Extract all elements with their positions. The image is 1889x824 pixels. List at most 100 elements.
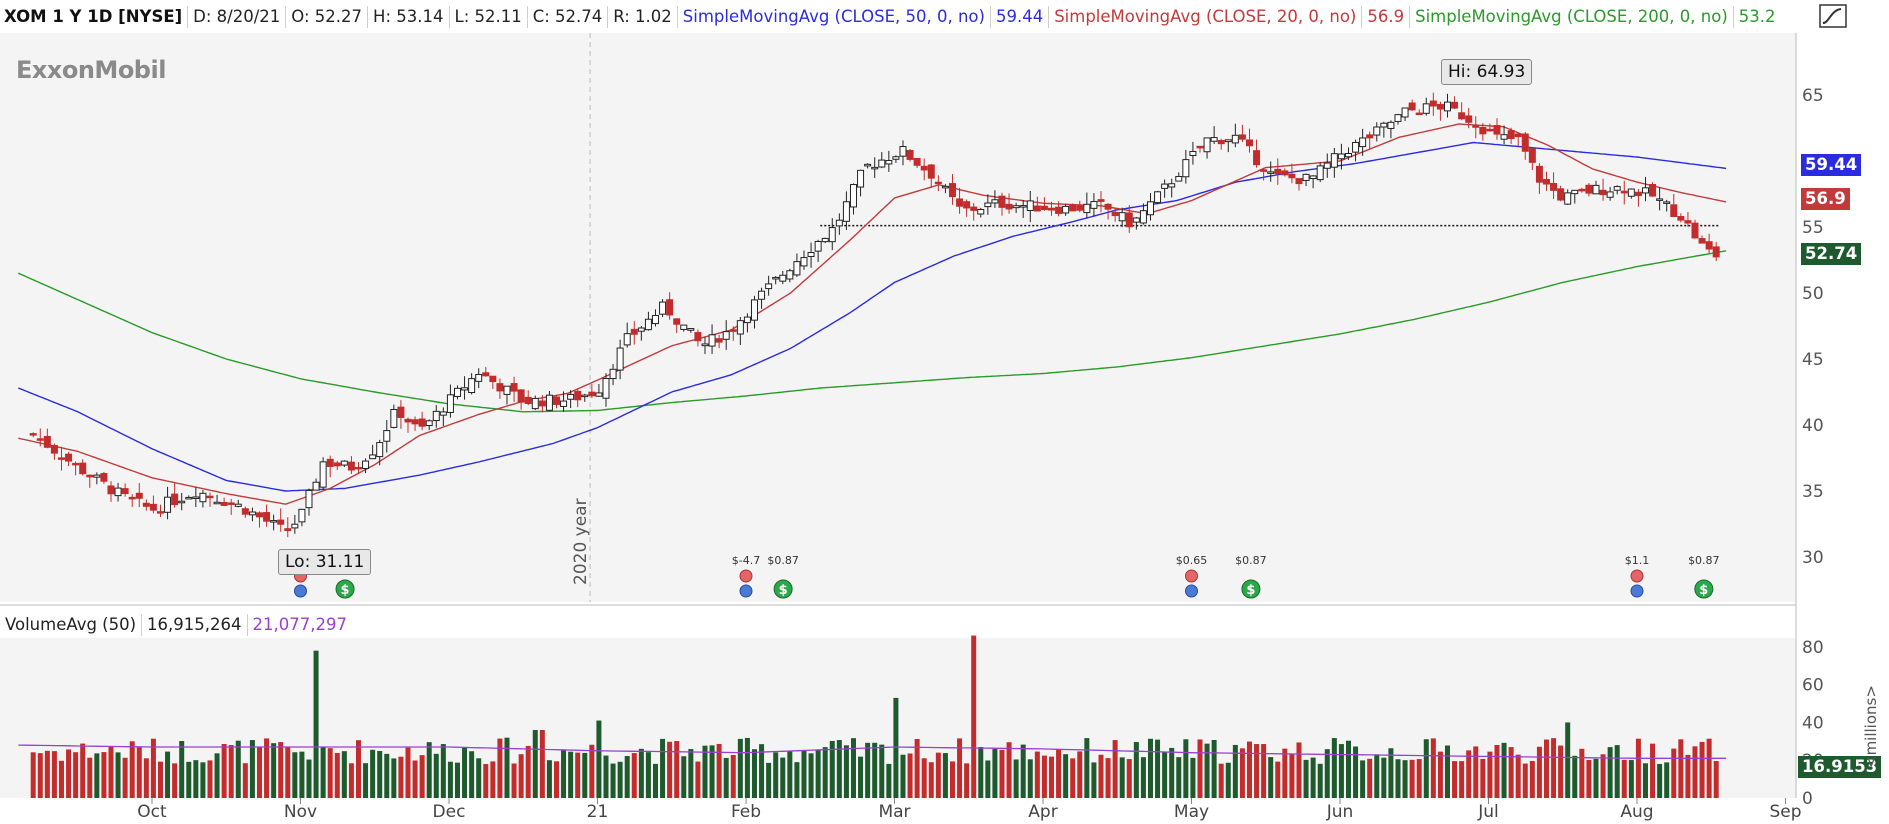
candle — [1161, 183, 1169, 189]
volume-bar — [582, 752, 588, 798]
candle — [1684, 220, 1692, 224]
candle — [970, 206, 978, 211]
candle — [1309, 175, 1317, 180]
volume-bar — [681, 756, 687, 798]
volume-bar — [539, 730, 545, 798]
candle — [651, 314, 659, 325]
volume-bar — [1664, 762, 1670, 798]
candle — [503, 385, 511, 395]
volume-bar — [1056, 749, 1062, 798]
company-logo-watermark: ExxonMobil — [16, 56, 166, 84]
candle — [1578, 188, 1586, 192]
volume-bar — [483, 763, 489, 798]
candle — [1168, 183, 1176, 188]
earnings-icon — [1185, 569, 1198, 583]
candle — [595, 392, 603, 397]
volume-bar — [1430, 738, 1436, 798]
volume-bar — [964, 763, 970, 798]
volume-bar — [94, 753, 100, 798]
candle — [588, 391, 596, 397]
volume-bar — [200, 762, 206, 798]
ma200-label[interactable]: SimpleMovingAvg (CLOSE, 200, 0, no) — [1410, 5, 1734, 28]
volume-bar — [829, 740, 835, 798]
volume-bar — [1183, 739, 1189, 798]
drawing-tool-icon[interactable] — [1819, 4, 1847, 28]
volume-bar — [235, 740, 241, 798]
candle — [1535, 165, 1543, 183]
candle — [701, 343, 709, 347]
volume-bar — [1289, 754, 1295, 798]
candle — [425, 420, 433, 427]
candle — [510, 383, 518, 392]
earnings-info-icon — [294, 584, 307, 598]
ma20-label[interactable]: SimpleMovingAvg (CLOSE, 20, 0, no) — [1049, 5, 1363, 28]
volume-bar — [1607, 747, 1613, 798]
candle — [1479, 126, 1487, 135]
candle — [199, 492, 207, 503]
symbol-label[interactable]: XOM 1 Y 1D [NYSE] — [0, 5, 189, 28]
candle — [567, 393, 575, 400]
volume-bar — [377, 750, 383, 798]
volume-bar — [1678, 739, 1684, 798]
volume-bar — [334, 752, 340, 798]
candle — [1465, 115, 1473, 123]
candle — [43, 435, 51, 448]
candle — [1104, 203, 1112, 210]
candle — [715, 338, 723, 343]
candle — [149, 503, 157, 511]
month-label: 21 — [587, 802, 609, 822]
month-label: Mar — [878, 802, 910, 822]
volume-bar — [1650, 743, 1656, 798]
volume-bar — [1303, 759, 1309, 798]
candle — [453, 387, 461, 397]
event-label: $0.87 — [767, 554, 799, 567]
ma20-value: 56.9 — [1362, 5, 1411, 28]
volume-bar — [1685, 754, 1691, 798]
dividend-icon — [335, 579, 355, 599]
volume-bar — [695, 761, 701, 798]
candle — [885, 160, 893, 165]
candle — [1592, 184, 1600, 195]
volume-bar — [355, 740, 361, 798]
candle — [79, 462, 87, 475]
candle — [581, 394, 589, 398]
candle — [1670, 204, 1678, 217]
volume-bar — [822, 747, 828, 798]
candle — [927, 164, 935, 179]
volume-bar — [419, 755, 425, 798]
volume-bar — [1621, 759, 1627, 798]
candle — [616, 347, 624, 371]
volume-label[interactable]: VolumeAvg (50) — [0, 614, 143, 636]
volume-bar — [879, 744, 885, 798]
candle — [736, 320, 744, 335]
volume-bar — [985, 760, 991, 798]
candle — [842, 201, 850, 222]
candle — [1550, 182, 1558, 191]
volume-bar — [1296, 742, 1302, 798]
candle — [786, 270, 794, 280]
candle — [531, 397, 539, 410]
dividend-icon — [1241, 579, 1261, 599]
candle — [1634, 191, 1642, 197]
volume-bar — [299, 751, 305, 798]
candle — [432, 410, 440, 422]
dividend-icon — [1694, 579, 1714, 599]
volume-bar — [1501, 742, 1507, 798]
volume-bar — [1713, 760, 1719, 798]
volume-bar — [1204, 743, 1210, 798]
candle — [1295, 178, 1303, 185]
candle — [644, 318, 652, 331]
candle — [1521, 133, 1529, 152]
candle — [1352, 141, 1360, 153]
candle — [362, 460, 370, 469]
volume-bar — [1466, 750, 1472, 798]
volume-bar — [1402, 760, 1408, 798]
ma50-label[interactable]: SimpleMovingAvg (CLOSE, 50, 0, no) — [678, 5, 991, 28]
candle — [107, 485, 115, 495]
candle — [1189, 150, 1197, 157]
candle — [1394, 114, 1402, 122]
candle — [1613, 186, 1621, 191]
volume-bar — [1147, 738, 1153, 798]
volume-bar — [1536, 746, 1542, 798]
